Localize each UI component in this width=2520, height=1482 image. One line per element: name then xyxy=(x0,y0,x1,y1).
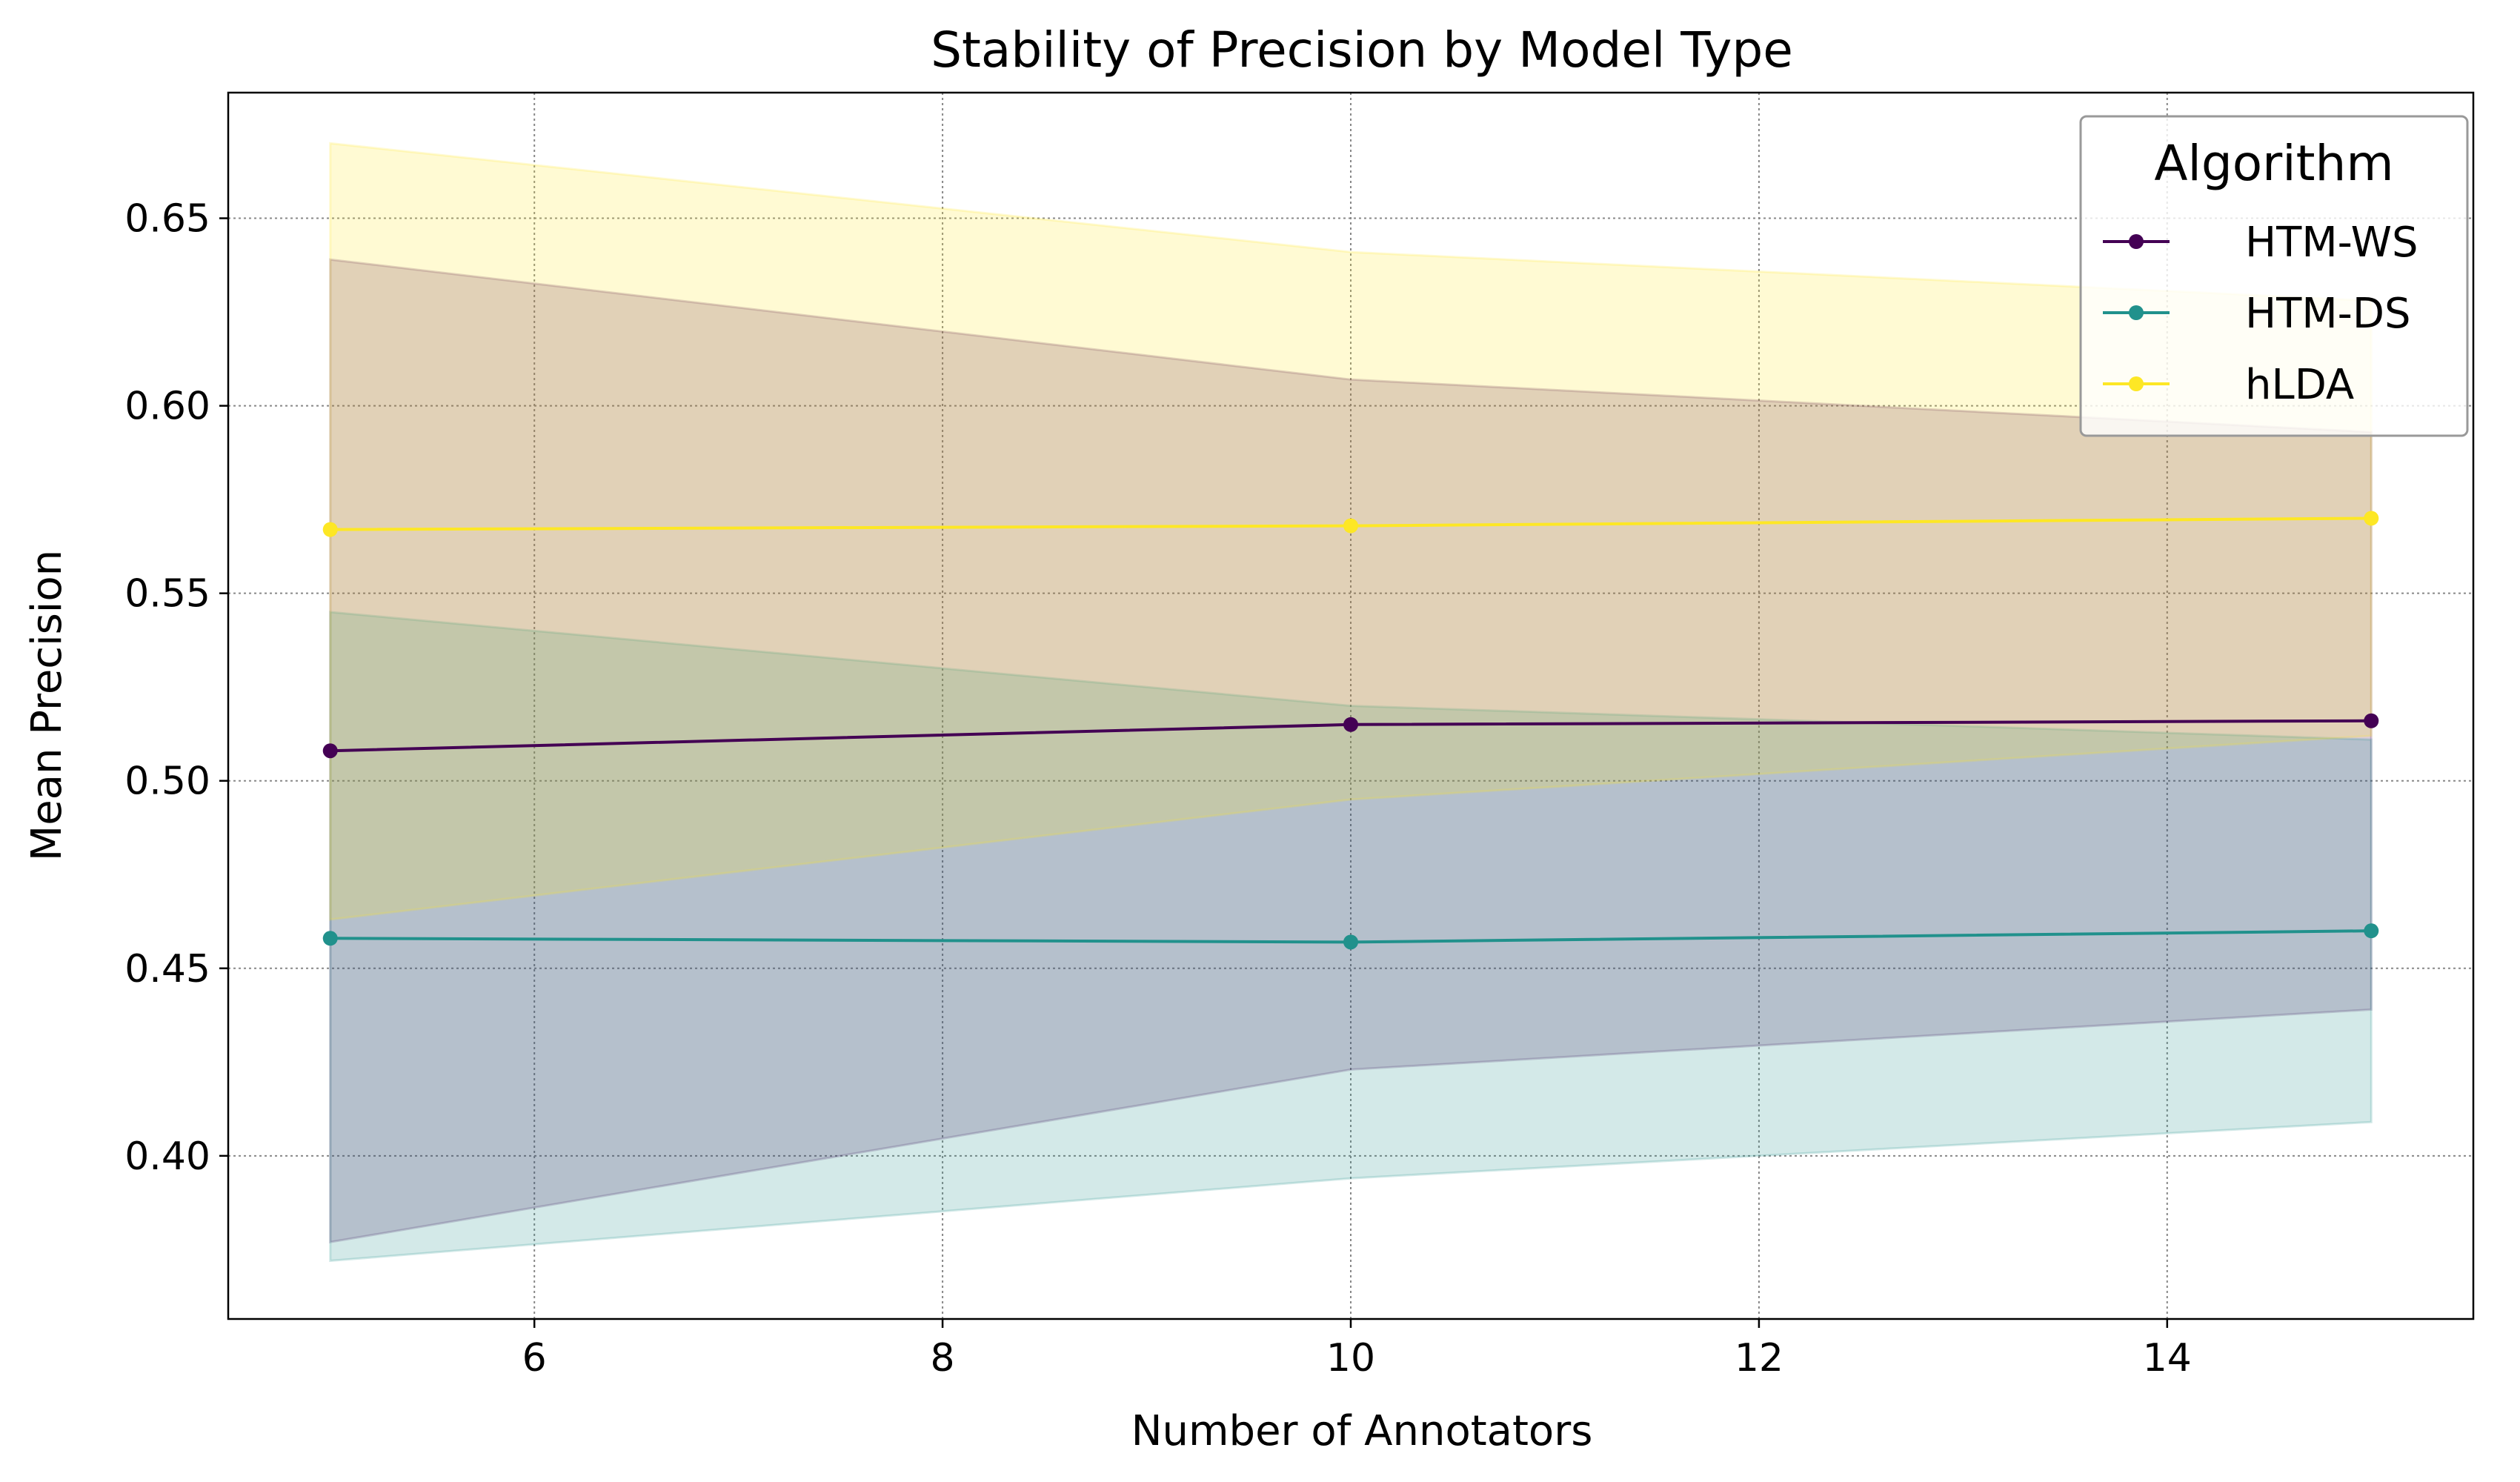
y-axis-title: Mean Precision xyxy=(23,550,71,861)
data-point-hlda xyxy=(322,522,338,537)
legend-title: Algorithm xyxy=(2154,135,2393,192)
x-tick-label: 14 xyxy=(2143,1336,2192,1380)
gridlines xyxy=(228,93,2473,1319)
data-point-htm-ds xyxy=(1343,934,1358,950)
x-tick-label: 8 xyxy=(931,1336,955,1380)
legend-label-hlda: hLDA xyxy=(2245,361,2354,409)
legend-marker-htm-ds xyxy=(2129,305,2144,320)
data-point-hlda xyxy=(2364,511,2379,526)
legend-marker-htm-ws xyxy=(2129,234,2144,249)
data-point-htm-ws xyxy=(2364,713,2379,728)
confidence-bands xyxy=(329,142,2373,1263)
legend-marker-hlda xyxy=(2129,376,2144,391)
axis-ticks: 6 8 10 12 14 0.40 0.45 0.50 0.55 0.60 0.65 xyxy=(124,197,2192,1380)
data-point-htm-ds xyxy=(2364,923,2379,939)
data-point-hlda xyxy=(1343,518,1358,534)
legend-entries: HTM-WS HTM-DS hLDA xyxy=(2103,219,2418,409)
x-tick-label: 10 xyxy=(1326,1336,1375,1380)
y-tick-label: 0.45 xyxy=(124,947,210,991)
legend-frame xyxy=(2079,115,2469,437)
chart-title: Stability of Precision by Model Type xyxy=(931,21,1793,79)
y-tick-label: 0.65 xyxy=(124,197,210,242)
legend: Algorithm HTM-WS HTM-DS hLDA xyxy=(2079,115,2469,437)
y-tick-label: 0.50 xyxy=(124,760,210,804)
x-tick-label: 6 xyxy=(522,1336,547,1380)
y-tick-label: 0.60 xyxy=(124,385,210,429)
y-tick-label: 0.40 xyxy=(124,1134,210,1179)
legend-label-htm-ws: HTM-WS xyxy=(2245,219,2418,267)
data-point-htm-ws xyxy=(1343,717,1358,732)
confidence-band-htm-ws xyxy=(329,258,2373,1244)
data-point-htm-ds xyxy=(322,931,338,946)
series-lines xyxy=(322,511,2379,950)
x-tick-label: 12 xyxy=(1735,1336,1783,1380)
data-point-htm-ws xyxy=(322,743,338,759)
y-tick-label: 0.55 xyxy=(124,572,210,617)
legend-label-htm-ds: HTM-DS xyxy=(2245,290,2411,338)
x-axis-title: Number of Annotators xyxy=(1131,1407,1593,1455)
